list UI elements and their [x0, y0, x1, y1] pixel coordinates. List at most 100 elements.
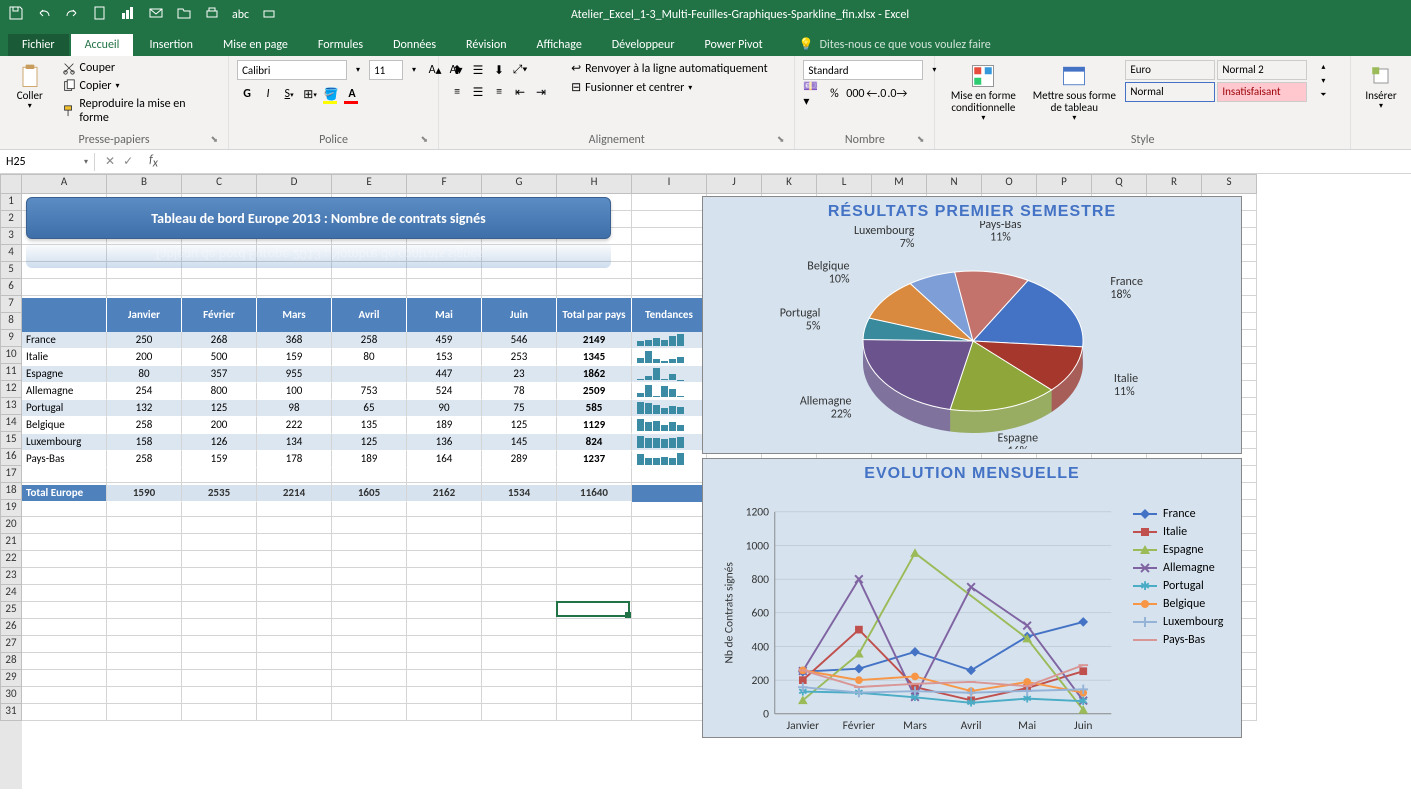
row-header-25[interactable]: 25: [0, 602, 22, 619]
tab-revision[interactable]: Révision: [452, 34, 520, 56]
accept-formula-icon[interactable]: ✓: [123, 154, 133, 169]
name-box[interactable]: H25▾: [0, 153, 95, 171]
email-icon[interactable]: [148, 5, 164, 25]
font-size-input[interactable]: [369, 60, 403, 80]
row-header-17[interactable]: 17: [0, 466, 22, 483]
col-header-G[interactable]: G: [482, 174, 557, 194]
increase-decimal-icon[interactable]: ←.0: [866, 84, 886, 104]
style-normal[interactable]: Normal: [1125, 82, 1215, 102]
cut-button[interactable]: Couper: [58, 60, 221, 76]
row-header-23[interactable]: 23: [0, 568, 22, 585]
row-header-1[interactable]: 1: [0, 194, 22, 211]
bold-button[interactable]: G: [237, 84, 257, 104]
fill-color-button[interactable]: 🪣: [321, 84, 341, 104]
font-name-input[interactable]: [237, 60, 347, 80]
col-header-F[interactable]: F: [407, 174, 482, 194]
comma-icon[interactable]: 000: [845, 84, 865, 104]
row-header-26[interactable]: 26: [0, 619, 22, 636]
row-header-2[interactable]: 2: [0, 211, 22, 228]
pie-chart[interactable]: RÉSULTATS PREMIER SEMESTREFrance18%Itali…: [702, 196, 1242, 454]
row-header-27[interactable]: 27: [0, 636, 22, 653]
wrap-text-button[interactable]: ↩Renvoyer à la ligne automatiquement: [567, 60, 772, 77]
col-header-R[interactable]: R: [1147, 174, 1202, 194]
formula-input[interactable]: [164, 160, 1411, 164]
tab-donnees[interactable]: Données: [379, 34, 450, 56]
tab-affichage[interactable]: Affichage: [523, 34, 596, 56]
copy-button[interactable]: Copier▾: [58, 78, 221, 94]
align-left-icon[interactable]: ≡: [447, 82, 467, 102]
style-more-icon[interactable]: ⏷: [1313, 88, 1333, 102]
chart-icon[interactable]: [120, 5, 136, 25]
tab-mise-en-page[interactable]: Mise en page: [209, 34, 302, 56]
col-header-E[interactable]: E: [332, 174, 407, 194]
cells-area[interactable]: Tableau de bord Europe 2013 : Nombre de …: [22, 194, 1411, 721]
style-normal2[interactable]: Normal 2: [1217, 60, 1307, 80]
row-header-30[interactable]: 30: [0, 687, 22, 704]
decrease-indent-icon[interactable]: ⇤: [510, 82, 530, 102]
style-euro[interactable]: Euro: [1125, 60, 1215, 80]
col-header-S[interactable]: S: [1202, 174, 1257, 194]
col-header-P[interactable]: P: [1037, 174, 1092, 194]
row-header-18[interactable]: 18: [0, 483, 22, 500]
col-header-Q[interactable]: Q: [1092, 174, 1147, 194]
align-bottom-icon[interactable]: ⬇: [489, 60, 509, 80]
row-header-22[interactable]: 22: [0, 551, 22, 568]
percent-icon[interactable]: %: [824, 84, 844, 104]
spellcheck-icon[interactable]: abc: [232, 8, 249, 22]
row-header-12[interactable]: 12: [0, 381, 22, 398]
number-format-select[interactable]: [803, 60, 923, 80]
cancel-formula-icon[interactable]: ✕: [105, 154, 115, 169]
print-icon[interactable]: [261, 5, 277, 25]
format-painter-button[interactable]: Reproduire la mise en forme: [58, 96, 221, 126]
select-all-corner[interactable]: [0, 174, 22, 194]
col-header-H[interactable]: H: [557, 174, 632, 194]
print-preview-icon[interactable]: [204, 5, 220, 25]
row-header-9[interactable]: 9: [0, 330, 22, 347]
orientation-icon[interactable]: ⤢▾: [510, 60, 530, 80]
col-header-C[interactable]: C: [182, 174, 257, 194]
row-header-4[interactable]: 4: [0, 245, 22, 262]
italic-button[interactable]: I: [258, 84, 278, 104]
save-icon[interactable]: [8, 5, 24, 25]
border-button[interactable]: ⊞▾: [300, 84, 320, 104]
row-header-21[interactable]: 21: [0, 534, 22, 551]
merge-center-button[interactable]: ⊟Fusionner et centrer▾: [567, 79, 772, 96]
col-header-I[interactable]: I: [632, 174, 707, 194]
row-header-31[interactable]: 31: [0, 704, 22, 721]
row-header-3[interactable]: 3: [0, 228, 22, 245]
insert-button[interactable]: Insérer▾: [1359, 60, 1403, 113]
row-header-10[interactable]: 10: [0, 347, 22, 364]
col-header-M[interactable]: M: [872, 174, 927, 194]
tab-developpeur[interactable]: Développeur: [598, 34, 689, 56]
currency-icon[interactable]: 💷▾: [803, 84, 823, 104]
decrease-decimal-icon[interactable]: .0→: [887, 84, 907, 104]
tab-file[interactable]: Fichier: [8, 34, 69, 56]
conditional-format-button[interactable]: Mise en forme conditionnelle▾: [943, 60, 1023, 125]
row-header-14[interactable]: 14: [0, 415, 22, 432]
tab-formules[interactable]: Formules: [304, 34, 377, 56]
redo-icon[interactable]: [64, 5, 80, 25]
tab-insertion[interactable]: Insertion: [135, 34, 207, 56]
col-header-D[interactable]: D: [257, 174, 332, 194]
format-table-button[interactable]: Mettre sous forme de tableau▾: [1029, 60, 1119, 125]
tab-power-pivot[interactable]: Power Pivot: [691, 34, 777, 56]
tab-accueil[interactable]: Accueil: [71, 34, 134, 56]
col-header-O[interactable]: O: [982, 174, 1037, 194]
increase-indent-icon[interactable]: ⇥: [531, 82, 551, 102]
undo-icon[interactable]: [36, 5, 52, 25]
align-top-icon[interactable]: ⬆: [447, 60, 467, 80]
align-middle-icon[interactable]: ☰: [468, 60, 488, 80]
row-header-11[interactable]: 11: [0, 364, 22, 381]
col-header-K[interactable]: K: [762, 174, 817, 194]
style-bad[interactable]: Insatisfaisant: [1217, 82, 1307, 102]
row-header-24[interactable]: 24: [0, 585, 22, 602]
new-icon[interactable]: [92, 5, 108, 25]
paste-button[interactable]: Coller ▾: [8, 60, 52, 113]
row-header-20[interactable]: 20: [0, 517, 22, 534]
col-header-J[interactable]: J: [707, 174, 762, 194]
row-header-13[interactable]: 13: [0, 398, 22, 415]
style-down-icon[interactable]: ▾: [1313, 74, 1333, 88]
align-center-icon[interactable]: ☰: [468, 82, 488, 102]
row-header-16[interactable]: 16: [0, 449, 22, 466]
underline-button[interactable]: S▾: [279, 84, 299, 104]
